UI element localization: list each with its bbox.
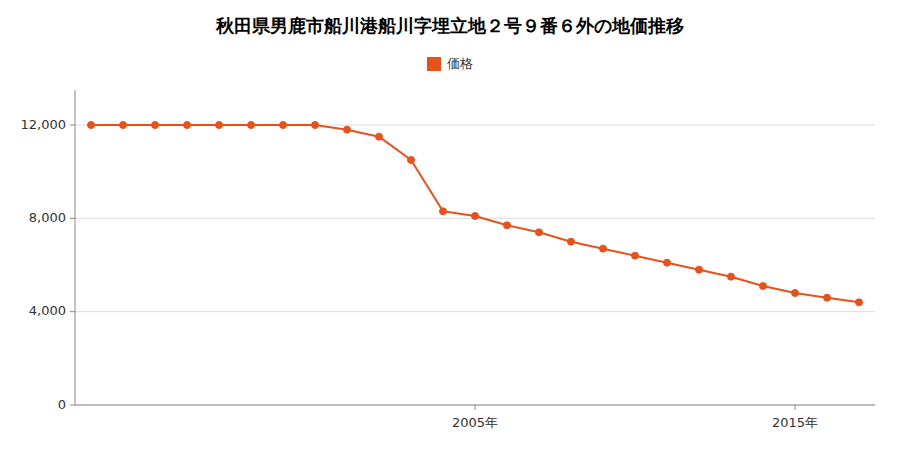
marker: [248, 122, 255, 129]
marker: [824, 294, 831, 301]
marker: [120, 122, 127, 129]
grid: [75, 125, 875, 405]
marker: [344, 126, 351, 133]
marker: [536, 229, 543, 236]
marker: [312, 122, 319, 129]
marker: [664, 259, 671, 266]
marker: [472, 213, 479, 220]
marker: [88, 122, 95, 129]
y-grid-line: [75, 311, 875, 312]
y-grid-line: [75, 405, 875, 406]
marker: [408, 157, 415, 164]
marker: [376, 133, 383, 140]
marker: [184, 122, 191, 129]
marker: [728, 273, 735, 280]
y-tick: [70, 218, 75, 219]
marker: [280, 122, 287, 129]
x-tick-label: 2005年: [452, 415, 498, 430]
title: 秋田県男鹿市船川港船川字埋立地２号９番６外の地価推移: [215, 15, 684, 36]
y-tick-label: 8,000: [29, 210, 66, 225]
x-axis-line: [75, 405, 875, 406]
y-tick-label: 0: [58, 397, 66, 412]
x-tick-label: 2015年: [772, 415, 818, 430]
y-tick-label: 4,000: [29, 303, 66, 318]
marker: [632, 252, 639, 259]
y-tick: [70, 311, 75, 312]
x-tick: [795, 405, 796, 410]
legend-item: 価格: [427, 56, 473, 72]
axes: 0 4,000 8,000 12,000 2005年 2015年: [21, 90, 876, 430]
legend-swatch: [427, 57, 441, 71]
marker: [568, 238, 575, 245]
chart: 秋田県男鹿市船川港船川字埋立地２号９番６外の地価推移 0 4,000 8,000 12,…: [0, 0, 900, 450]
marker: [792, 290, 799, 297]
legend: 価格: [427, 56, 473, 72]
marker: [504, 222, 511, 229]
line: [91, 125, 859, 302]
y-tick: [70, 125, 75, 126]
marker: [600, 245, 607, 252]
x-tick: [475, 405, 476, 410]
plot-data: [88, 122, 863, 306]
marker: [760, 283, 767, 290]
marker: [440, 208, 447, 215]
y-axis-line: [75, 90, 76, 405]
marker: [152, 122, 159, 129]
y-tick-label: 12,000: [21, 117, 67, 132]
legend-label: 価格: [447, 56, 473, 71]
marker: [856, 299, 863, 306]
marker: [696, 266, 703, 273]
marker: [216, 122, 223, 129]
y-tick: [70, 405, 75, 406]
